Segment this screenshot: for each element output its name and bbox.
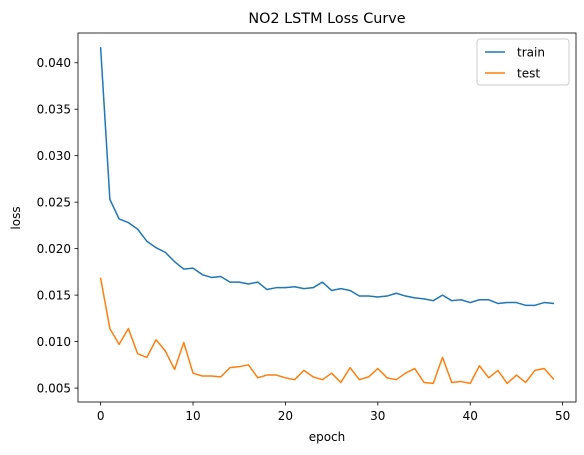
legend-label-train: train (517, 45, 545, 59)
axes-frame (77, 32, 577, 403)
x-tick-label: 0 (97, 409, 105, 423)
y-tick-label: 0.020 (37, 242, 71, 256)
y-tick-label: 0.025 (37, 195, 71, 209)
x-tick-label: 50 (555, 409, 570, 423)
x-tick-label: 40 (463, 409, 478, 423)
y-tick-label: 0.030 (37, 149, 71, 163)
y-tick-label: 0.015 (37, 288, 71, 302)
legend-label-test: test (517, 66, 540, 80)
series-line-test (99, 277, 555, 385)
x-tick-label: 20 (278, 409, 293, 423)
y-tick-label: 0.010 (37, 335, 71, 349)
x-axis-title: epoch (309, 430, 346, 444)
y-axis-title: loss (9, 206, 23, 229)
y-tick-label: 0.035 (37, 103, 71, 117)
x-tick-label: 30 (370, 409, 385, 423)
x-tick-label: 10 (185, 409, 200, 423)
y-tick-label: 0.040 (37, 56, 71, 70)
y-tick-label: 0.005 (37, 381, 71, 395)
plot-area: 0 10 20 30 40 50 0.005 0.010 0.015 0.020 0.025 0.03… (37, 32, 577, 423)
series-line-train (99, 47, 555, 307)
chart-title: NO2 LSTM Loss Curve (248, 11, 405, 27)
